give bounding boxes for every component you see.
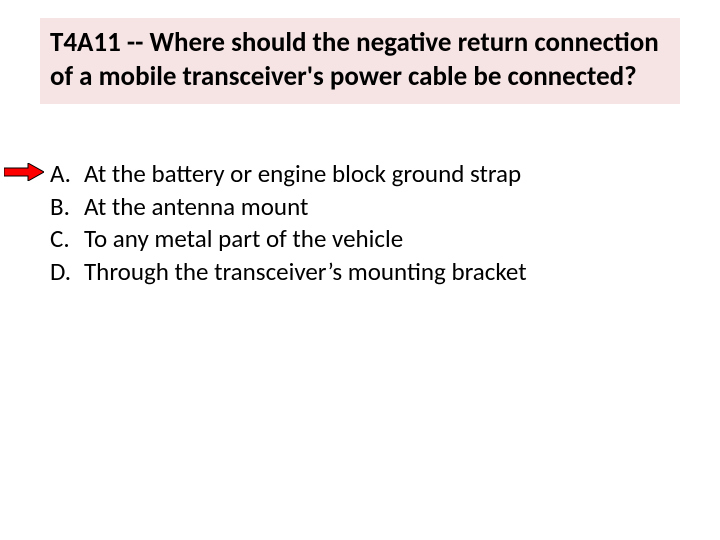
option-text: At the battery or engine block ground st… [84,158,680,191]
option-row: B. At the antenna mount [50,191,680,224]
option-letter: A. [50,158,84,191]
option-text: At the antenna mount [84,191,680,224]
options-list: A. At the battery or engine block ground… [50,158,680,288]
option-row: C. To any metal part of the vehicle [50,223,680,256]
arrow-shape [4,163,44,181]
option-letter: C. [50,223,84,256]
option-letter: B. [50,191,84,224]
option-row: D. Through the transceiver’s mounting br… [50,256,680,289]
question-text: T4A11 -- Where should the negative retur… [50,26,670,94]
option-text: Through the transceiver’s mounting brack… [84,256,680,289]
question-id: T4A11 -- [50,26,150,59]
option-row: A. At the battery or engine block ground… [50,158,680,191]
option-text: To any metal part of the vehicle [84,223,680,256]
question-box: T4A11 -- Where should the negative retur… [40,18,680,104]
option-letter: D. [50,256,84,289]
answer-arrow-icon [4,163,44,181]
